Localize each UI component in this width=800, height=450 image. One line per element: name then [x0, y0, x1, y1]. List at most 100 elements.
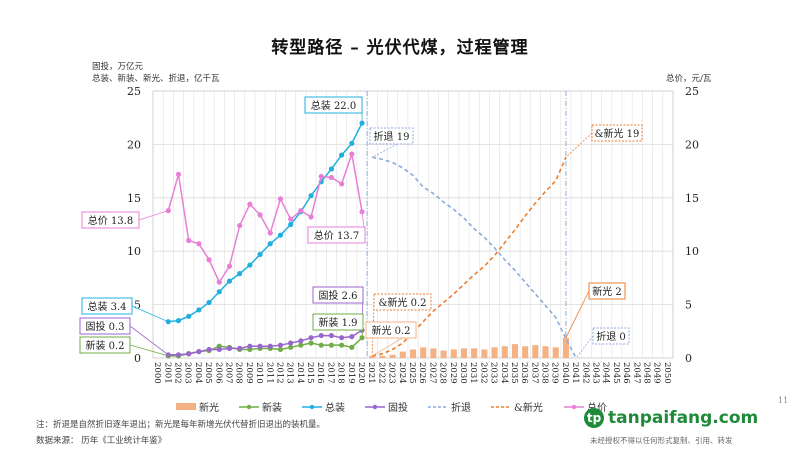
x-tick-label: 2027	[427, 362, 437, 384]
series-line-折退	[372, 156, 577, 359]
y-tick-label-right: 15	[685, 192, 699, 205]
data-point-总装	[237, 271, 243, 277]
data-point-固投	[288, 340, 294, 346]
data-point-总价	[339, 181, 345, 187]
x-tick-label: 2044	[601, 362, 611, 384]
y-tick-label-left: 20	[127, 138, 141, 151]
right-axis-unit: 总价，元/瓦	[666, 74, 712, 84]
callout-label: 新光 2	[592, 285, 622, 298]
bar-xinguang	[450, 349, 457, 358]
y-tick-label-left: 15	[127, 192, 141, 205]
data-point-总价	[277, 196, 284, 202]
bar-xinguang	[440, 350, 447, 358]
x-tick-label: 2043	[591, 362, 601, 384]
x-tick-label: 2020	[356, 362, 366, 384]
data-point-新装	[277, 346, 284, 353]
bar-xinguang	[389, 354, 396, 358]
x-tick-label: 2035	[509, 362, 519, 384]
callout-box	[591, 124, 643, 142]
data-point-新装	[318, 342, 324, 348]
bar-xinguang	[491, 347, 498, 358]
y-tick-label-left: 0	[134, 352, 141, 365]
callout-label: 固投 0.3	[85, 320, 124, 333]
x-tick-label: 2003	[183, 362, 193, 384]
data-point-新装	[288, 344, 294, 350]
data-point-固投	[196, 348, 202, 355]
logo-text: tanpaifang.com	[608, 408, 759, 428]
callout-box	[81, 297, 133, 315]
data-point-固投	[308, 335, 314, 341]
x-tick-label: 2050	[662, 362, 672, 384]
bar-xinguang	[399, 351, 406, 358]
callout-leader	[565, 132, 593, 158]
x-tick-label: 2017	[325, 362, 335, 384]
legend-label: 新装	[262, 401, 282, 414]
bar-xinguang	[501, 346, 508, 358]
data-point-总价	[216, 279, 222, 285]
callout-box	[79, 317, 131, 335]
x-tick-label: 2028	[438, 362, 448, 384]
x-tick-label: 2019	[346, 362, 356, 384]
callout-leader	[138, 210, 169, 221]
data-point-总装	[196, 307, 202, 313]
callout-leader	[131, 305, 169, 323]
y-tick-label-left: 25	[127, 85, 141, 98]
data-point-新装	[298, 342, 304, 348]
x-tick-label: 2022	[376, 362, 386, 384]
data-point-固投	[267, 343, 273, 349]
y-tick-label-right: 10	[685, 245, 699, 258]
x-tick-label: 2023	[387, 362, 397, 384]
data-point-固投	[247, 343, 253, 349]
x-tick-label: 2005	[203, 362, 213, 384]
x-tick-label: 2013	[285, 362, 295, 384]
legend-label: 固投	[388, 401, 408, 414]
data-point-固投	[216, 346, 222, 353]
data-point-固投	[339, 335, 345, 341]
x-tick-label: 2029	[448, 362, 458, 384]
data-point-总价	[349, 151, 355, 157]
footnote: 注：折退是自然折旧逐年退出；新光是每年新增光伏代替折旧退出的装机量。	[36, 420, 326, 430]
legend-label: 总装	[325, 401, 345, 414]
callout-label: 折退 0	[596, 330, 626, 343]
bar-xinguang	[471, 348, 478, 358]
x-tick-label: 2012	[274, 362, 284, 384]
y-tick-label-left: 10	[127, 245, 141, 258]
y-tick-label-right: 25	[685, 85, 699, 98]
x-tick-label: 2032	[478, 362, 488, 384]
bar-xinguang	[481, 349, 488, 358]
y-tick-label-right: 20	[685, 138, 699, 151]
data-point-总价	[226, 263, 233, 269]
bar-xinguang	[552, 347, 559, 358]
callout-box	[373, 293, 432, 311]
data-point-总价	[308, 214, 314, 220]
x-tick-label: 2040	[560, 362, 570, 384]
callout-box	[592, 327, 630, 345]
x-tick-label: 2007	[223, 362, 233, 384]
logo-icon: tp	[584, 408, 604, 428]
x-tick-label: 2049	[652, 362, 662, 384]
x-tick-label: 2045	[611, 362, 621, 384]
x-tick-label: 2000	[152, 362, 162, 384]
data-point-固投	[237, 345, 243, 351]
bar-xinguang	[562, 337, 569, 358]
callout-box	[312, 313, 364, 331]
data-point-固投	[226, 345, 233, 351]
data-point-总装	[267, 241, 273, 247]
legend-swatch-bar	[176, 403, 196, 410]
data-point-总价	[196, 241, 202, 247]
callout-label: 总价 13.7	[314, 229, 359, 242]
x-tick-label: 2034	[499, 362, 509, 384]
site-logo[interactable]: tp tanpaifang.com	[584, 408, 758, 428]
x-tick-label: 2001	[162, 362, 172, 384]
x-tick-label: 2004	[193, 362, 203, 384]
x-tick-label: 2048	[642, 362, 652, 384]
bar-xinguang	[522, 346, 529, 358]
legend-label: 新光	[199, 401, 219, 414]
bar-xinguang	[542, 346, 549, 358]
x-tick-label: 2036	[519, 362, 529, 384]
x-tick-label: 2026	[417, 362, 427, 384]
data-point-总价	[328, 174, 335, 181]
callout-label: 折退 19	[374, 130, 410, 143]
data-point-固投	[277, 342, 284, 348]
